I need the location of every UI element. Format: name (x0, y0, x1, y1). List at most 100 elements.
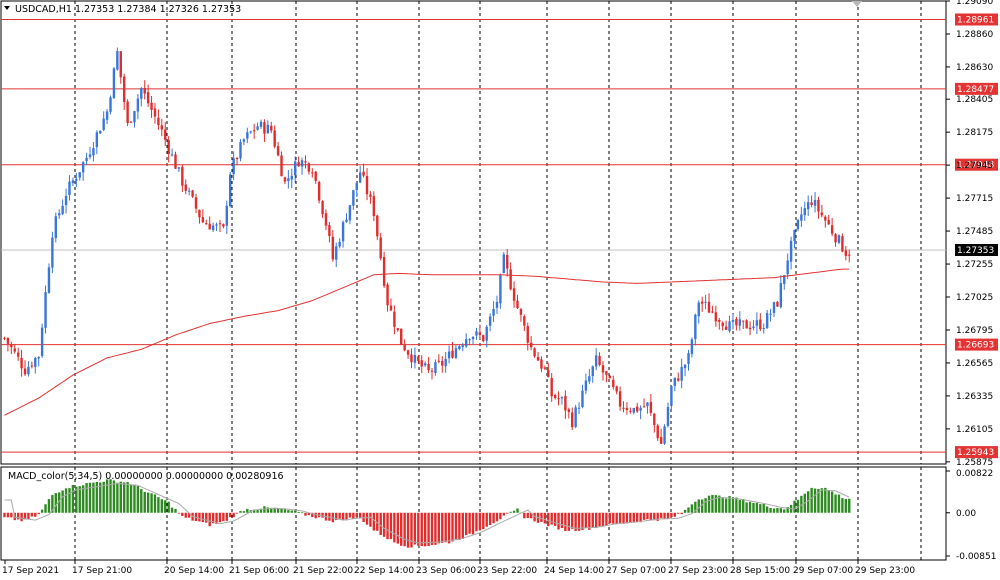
macd-bar (509, 511, 512, 513)
macd-bar (270, 507, 273, 513)
macd-bar (588, 512, 591, 530)
macd-bar (338, 512, 341, 519)
macd-panel-frame (0, 466, 947, 561)
price-axis[interactable]: 1.29090 1.28860 1.28630 1.28405 1.28175 1.279… (946, 0, 993, 468)
macd-bar (591, 512, 594, 528)
macd-bar (677, 512, 680, 514)
macd-bar (218, 512, 222, 523)
candle-body (584, 380, 588, 391)
macd-bar (427, 512, 430, 547)
macd-bar (636, 512, 639, 523)
macd-bar (3, 512, 6, 518)
macd-bar (423, 512, 427, 547)
candle-body (58, 213, 61, 216)
macd-bar (841, 498, 844, 513)
candle-body (119, 51, 122, 78)
y-tick-label: 1.28860 (956, 30, 993, 40)
macd-bar (742, 498, 745, 513)
candle-body (317, 181, 321, 201)
candle-body (742, 320, 745, 322)
candle-body (304, 161, 307, 163)
macd-bar (447, 512, 451, 544)
y-tick-label: 1.27485 (956, 227, 993, 237)
y-tick-label: 1.27255 (956, 260, 993, 270)
candle-body (848, 254, 851, 256)
macd-bar (211, 512, 215, 524)
macd-bar (37, 512, 40, 515)
candle-body (129, 121, 133, 123)
macd-bar (700, 499, 704, 513)
candle-body (639, 407, 642, 411)
macd-bar (348, 512, 352, 518)
macd-bar (704, 498, 707, 513)
macd-bar (341, 512, 345, 520)
macd-bar (54, 493, 57, 513)
candle-body (512, 288, 516, 301)
price-panel[interactable]: 1.28961 1.28477 1.27948 1.26693 1.25943 1.27… (0, 0, 998, 465)
horizontal-levels[interactable]: 1.28961 1.28477 1.27948 1.26693 1.25943 (1, 13, 998, 459)
candle-body (632, 407, 635, 413)
macd-axis: 0.00822 0.00 -0.00851 (946, 469, 996, 562)
candle-body (509, 269, 512, 290)
candle-body (311, 172, 314, 174)
candle-body (540, 359, 543, 369)
time-axis[interactable]: 17 Sep 2021 17 Sep 21:00 20 Sep 14:00 21 Se… (2, 560, 915, 576)
candle-body (273, 130, 276, 147)
candle-body (673, 377, 677, 386)
candle-body (519, 309, 523, 315)
macd-bar (492, 512, 495, 524)
candle-body (109, 97, 112, 112)
macd-bar (574, 512, 577, 531)
macd-bar (307, 512, 311, 516)
macd-bar (280, 508, 283, 513)
y-tick-label: 1.26335 (956, 392, 993, 402)
macd-bar (748, 501, 752, 513)
macd-panel[interactable]: MACD_color(5,34,5) 0.00000000 0.00000000… (0, 466, 947, 561)
macd-bar (622, 512, 625, 524)
candle-body (653, 413, 656, 426)
macd-bar (694, 501, 697, 513)
macd-bar (143, 491, 146, 513)
candle-body (506, 254, 509, 269)
macd-bar (639, 512, 642, 523)
macd-bar (410, 512, 413, 548)
candle-body (417, 356, 420, 362)
macd-bar (157, 497, 160, 513)
candle-body (704, 301, 707, 303)
candle-body (92, 148, 95, 156)
candle-body (112, 68, 116, 99)
y-tick-label: 1.26565 (956, 359, 993, 369)
macd-bar (208, 512, 211, 527)
candle-body (488, 316, 492, 326)
x-tick-label: 17 Sep 2021 (2, 566, 59, 576)
x-tick-label: 29 Sep 23:00 (855, 566, 915, 576)
macd-bar (297, 512, 300, 513)
macd-bar (738, 499, 741, 513)
macd-bar (642, 512, 646, 520)
candle-body (105, 111, 109, 120)
candle-body (393, 311, 396, 327)
macd-bar (246, 508, 249, 513)
macd-bar (506, 512, 509, 514)
macd-bar (372, 512, 376, 531)
level-price-box (955, 338, 998, 351)
macd-bar (252, 509, 256, 513)
macd-bar (827, 490, 830, 513)
macd-bar (20, 512, 23, 522)
candle-body (167, 140, 170, 154)
triangle-down-icon[interactable] (4, 6, 10, 10)
macd-bar (656, 512, 659, 521)
macd-bar (406, 512, 410, 548)
candle-body (283, 177, 287, 182)
triangle-down-gray-icon[interactable] (852, 1, 862, 7)
candle-body (280, 155, 283, 177)
macd-bar (167, 501, 170, 513)
x-tick-label: 24 Sep 14:00 (544, 566, 604, 576)
x-tick-label: 23 Sep 06:00 (416, 566, 476, 576)
x-tick-label: 29 Sep 07:00 (793, 566, 853, 576)
macd-bar (830, 491, 834, 513)
macd-bar (598, 512, 601, 527)
macd-bar (762, 503, 765, 513)
candle-body (379, 237, 382, 259)
